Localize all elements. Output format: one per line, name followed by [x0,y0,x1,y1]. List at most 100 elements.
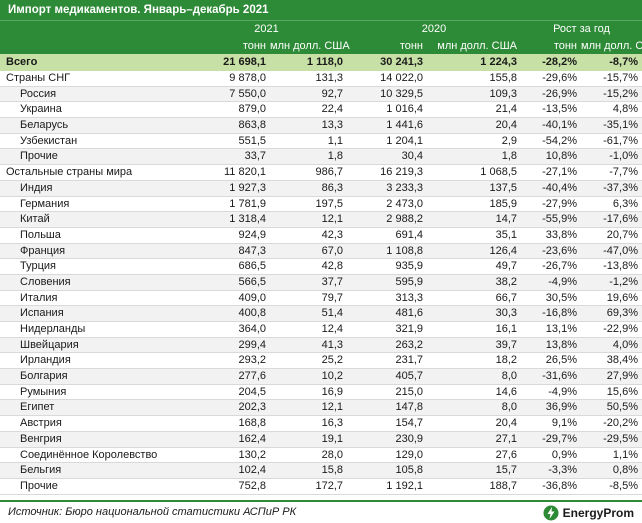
table-row: Соединённое Королевство 130,2 28,0 129,0 27,… [0,448,642,464]
usd-2020: 1 068,5 [480,166,517,179]
unit-tons-growth: тонн [553,40,577,52]
growth-usd: -37,3% [603,181,638,194]
growth-tons: -27,1% [542,166,577,179]
usd-2020: 30,3 [495,307,517,320]
tons-2021: 130,2 [238,448,266,461]
header-spacer [0,21,186,38]
tons-2020: 231,7 [395,354,423,367]
growth-tons: -54,2% [542,134,577,147]
growth-tons: -29,6% [542,72,577,84]
table-body: Страны СНГ 9 878,0 131,3 14 022,0 155,8 -29,6… [0,71,642,495]
usd-2021: 13,3 [321,119,343,132]
brand-logo: EnergyProm [543,505,634,521]
row-name: Болгария [20,370,68,383]
growth-usd: 69,3% [606,307,638,320]
growth-tons: 33,8% [545,228,577,241]
growth-usd: 38,4% [606,354,638,367]
usd-2021: 42,3 [321,228,343,241]
tons-2020: 1 016,4 [386,103,423,116]
growth-tons: -3,3% [548,464,577,477]
tons-2020: 129,0 [395,448,423,461]
growth-usd: -8,5% [609,479,638,492]
usd-2021: 86,3 [321,181,343,194]
row-name: Египет [20,401,55,414]
table-row: Прочие 752,8 172,7 1 192,1 188,7 -36,8% -8,5% [0,479,642,495]
total-label: Всего [6,56,38,68]
usd-2021: 22,4 [321,103,343,116]
growth-usd: -15,7% [603,72,638,84]
table-row: Китай 1 318,4 12,1 2 988,2 14,7 -55,9% -17,6% [0,212,642,228]
usd-2020: 2,9 [501,134,517,147]
table-row: Германия 1 781,9 197,5 2 473,0 185,9 -27,9% 6,… [0,197,642,213]
growth-tons: 10,8% [545,150,577,163]
growth-usd: 4,0% [612,338,638,351]
growth-tons: -16,8% [542,307,577,320]
tons-2020: 691,4 [395,228,423,241]
growth-tons: 30,5% [545,291,577,304]
row-name: Германия [20,197,70,210]
usd-2020: 49,7 [495,260,517,273]
row-name: Швейцария [20,338,79,351]
tons-2020: 481,6 [395,307,423,320]
table-row: Беларусь 863,8 13,3 1 441,6 20,4 -40,1% -35,1% [0,118,642,134]
row-name: Соединённое Королевство [20,448,158,461]
tons-2020: 230,9 [395,432,423,445]
tons-2021: 1 781,9 [229,197,266,210]
usd-2020: 20,4 [495,417,517,430]
tons-2020: 1 192,1 [386,479,423,492]
row-name: Австрия [20,417,62,430]
usd-2020: 66,7 [495,291,517,304]
tons-2020: 263,2 [395,338,423,351]
usd-2021: 16,9 [321,385,343,398]
table-row: Нидерланды 364,0 12,4 321,9 16,1 13,1% -22,9% [0,322,642,338]
row-name: Остальные страны мира [6,166,133,179]
tons-2021: 33,7 [244,150,266,163]
growth-usd: -20,2% [603,417,638,430]
growth-usd: 50,5% [606,401,638,414]
usd-2021: 28,0 [321,448,343,461]
row-name: Нидерланды [20,323,86,335]
usd-2021: 986,7 [315,166,343,179]
usd-2020: 20,4 [495,119,517,132]
table-row: Прочие 33,7 1,8 30,4 1,8 10,8% -1,0% [0,149,642,166]
tons-2021: 7 550,0 [229,87,266,100]
table-row: Италия 409,0 79,7 313,3 66,7 30,5% 19,6% [0,291,642,307]
table-row: Швейцария 299,4 41,3 263,2 39,7 13,8% 4,0% [0,337,642,354]
tons-2021: 162,4 [238,432,266,445]
row-name: Италия [20,291,58,304]
total-growth-tons: -28,2% [542,56,577,68]
usd-2021: 15,8 [321,464,343,477]
tons-2021: 566,5 [238,275,266,288]
usd-2020: 14,6 [495,385,517,398]
usd-2020: 18,2 [495,354,517,367]
row-name: Румыния [20,385,67,398]
tons-2020: 313,3 [395,291,423,304]
tons-2020: 2 988,2 [386,213,423,226]
tons-2021: 293,2 [238,354,266,367]
tons-2021: 102,4 [238,464,266,477]
growth-usd: -15,2% [603,87,638,100]
total-tons-2020: 30 241,3 [380,56,423,68]
tons-2020: 1 204,1 [386,134,423,147]
usd-2021: 79,7 [321,291,343,304]
growth-usd: 0,8% [612,464,638,477]
tons-2021: 879,0 [238,103,266,116]
tons-2021: 1 927,3 [229,181,266,194]
footer: Источник: Бюро национальной статистики А… [0,500,642,523]
row-name: Страны СНГ [6,72,71,84]
table-row: Украина 879,0 22,4 1 016,4 21,4 -13,5% 4,8% [0,102,642,119]
usd-2021: 41,3 [321,338,343,351]
growth-usd: 6,3% [612,197,638,210]
table-row: Узбекистан 551,5 1,1 1 204,1 2,9 -54,2% -61,7% [0,134,642,150]
tons-2020: 14 022,0 [380,72,423,84]
growth-tons: -36,8% [542,479,577,492]
usd-2020: 16,1 [495,323,517,335]
tons-2020: 321,9 [395,323,423,335]
table-row: Румыния 204,5 16,9 215,0 14,6 -4,9% 15,6% [0,385,642,401]
tons-2021: 11 820,1 [223,166,266,179]
total-growth-usd: -8,7% [609,56,638,68]
growth-usd: -61,7% [603,134,638,147]
row-name: Украина [20,103,62,116]
growth-tons: -23,6% [542,244,577,257]
